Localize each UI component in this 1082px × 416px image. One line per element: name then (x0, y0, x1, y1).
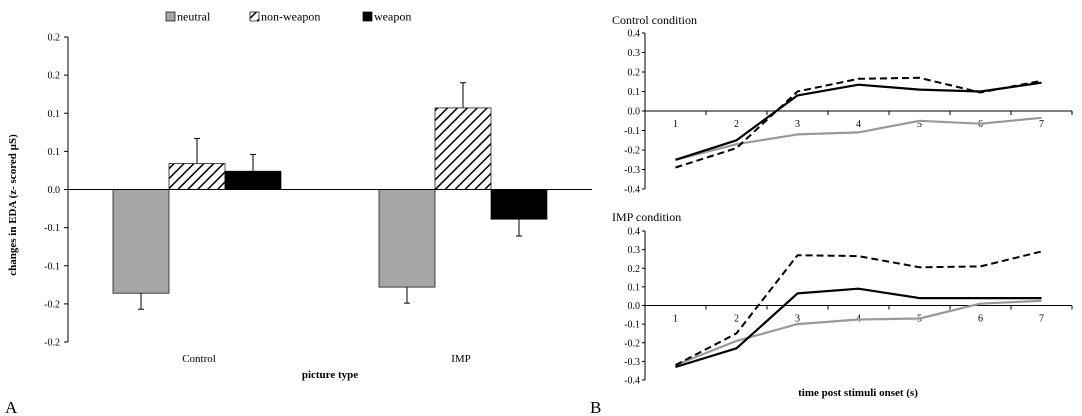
y-tick-label: 0.0 (628, 107, 641, 118)
y-tick-label: 0.2 (48, 33, 61, 44)
y-tick-label: 0.1 (48, 147, 61, 158)
bar-weapon (490, 189, 548, 220)
x-tick-label: Control (182, 353, 216, 365)
series-line-black (675, 287, 1042, 369)
y-tick-label: -0.1 (624, 320, 640, 331)
y-tick-label: -0.4 (624, 376, 640, 387)
x-axis-title: picture type (302, 369, 358, 381)
y-tick-label: -0.3 (624, 165, 640, 176)
x-tick-label: 1 (673, 314, 678, 325)
y-tick-label: 0.2 (48, 71, 61, 82)
y-axis: 0.2 0.2 0.1 0.1 0.0 -0.1 -0.1 -0.2 -0.2 (44, 33, 69, 349)
y-tick-label: -0.1 (44, 223, 60, 234)
x-tick-label: 2 (734, 119, 739, 130)
bar-non-weapon (168, 163, 226, 190)
legend-label-weapon: weapon (374, 10, 411, 24)
legend-swatch-weapon (362, 11, 373, 22)
y-tick-label: -0.2 (624, 338, 640, 349)
y-tick-label: -0.2 (44, 299, 60, 310)
series-line-gray (675, 299, 1042, 367)
bar-neutral (112, 189, 170, 294)
plot-area: 0.40.30.20.10.0-0.1-0.2-0.3-0.41 2 3 4 5 6 7 (624, 227, 1073, 387)
panel-label-a: A (5, 398, 18, 416)
y-tick-label: -0.1 (44, 261, 60, 272)
series-line-dashed (675, 250, 1042, 366)
bar-neutral (378, 189, 436, 288)
series-line-gray (675, 116, 1042, 161)
y-tick-label: -0.2 (44, 338, 60, 349)
x-tick-label: 1 (673, 119, 678, 130)
y-tick-label: 0.2 (628, 68, 641, 79)
bars (112, 82, 548, 310)
line-chart-control: Control condition 0.4 0.3 0.2 0.1 0.0 -0.1 -0.… (612, 13, 1073, 196)
chart-title-control: Control condition (612, 13, 697, 27)
x-axis-title: time post stimuli onset (s) (798, 387, 918, 399)
x-tick-label: 2 (734, 314, 739, 325)
x-tick-label: 5 (917, 119, 922, 130)
legend-label-neutral: neutral (177, 10, 211, 24)
y-tick-label: -0.1 (624, 126, 640, 137)
y-tick-label: 0.3 (628, 245, 641, 256)
y-tick-label: 0.0 (48, 185, 61, 196)
bar-chart-panel: neutral non-weapon weapon 0.2 0.2 0.1 0.1 0.0 -… (5, 10, 592, 416)
x-tick-label: 3 (795, 119, 800, 130)
y-tick-label: -0.3 (624, 357, 640, 368)
x-tick-label: 3 (795, 314, 800, 325)
y-tick-label: 0.3 (628, 48, 641, 59)
bar-weapon (224, 170, 282, 190)
bar-non-weapon (434, 107, 492, 190)
y-tick-label: 0.1 (628, 282, 641, 293)
y-tick-label: 0.2 (628, 264, 641, 275)
x-tick-label: IMP (451, 353, 471, 365)
legend-swatch-neutral (165, 11, 176, 22)
legend: neutral non-weapon weapon (165, 10, 411, 24)
y-tick-label: -0.4 (624, 185, 640, 196)
y-tick-label: 0.4 (628, 227, 641, 238)
panel-label-b: B (590, 398, 601, 416)
y-tick-label: 0.0 (628, 301, 641, 312)
y-axis-title: changes in EDA (z- scored µS) (7, 134, 19, 276)
x-tick-label: 6 (978, 314, 983, 325)
legend-swatch-non-weapon (249, 11, 260, 22)
plot-area: 0.40.30.20.10.0-0.1-0.2-0.3-0.41 2 3 4 5 6 7 (624, 29, 1073, 196)
x-axis: Control IMP (68, 189, 592, 365)
y-tick-label: 0.1 (48, 109, 61, 120)
y-tick-label: 0.4 (628, 29, 641, 40)
line-chart-imp: IMP condition 0.4 0.3 0.2 0.1 0.0 -0.1 -0.2 -0.… (612, 210, 1073, 399)
legend-label-non-weapon: non-weapon (261, 10, 320, 24)
series-line-black (675, 81, 1042, 161)
x-tick-label: 7 (1039, 314, 1044, 325)
x-tick-label: 4 (856, 119, 861, 130)
x-tick-label: 7 (1039, 119, 1044, 130)
y-tick-label: -0.2 (624, 146, 640, 157)
y-tick-label: 0.1 (628, 87, 641, 98)
chart-title-imp: IMP condition (612, 210, 681, 224)
